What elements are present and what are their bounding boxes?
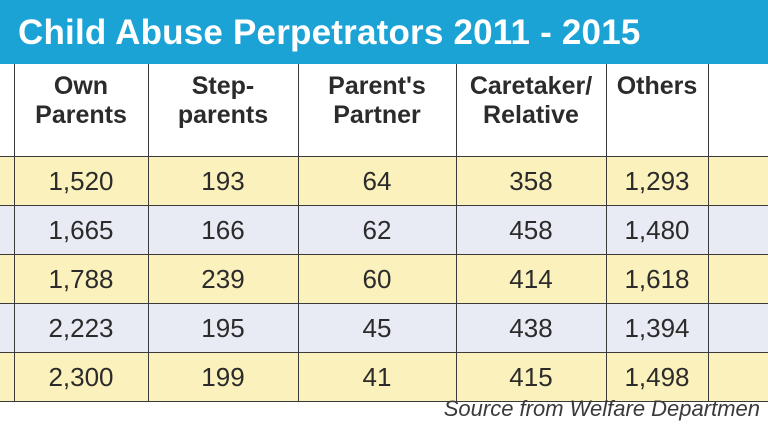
table-row: 2,223 195 45 438 1,394 <box>0 303 768 353</box>
header-line: Relative <box>483 101 579 129</box>
table-cell: 60 <box>298 254 457 304</box>
table-cell: 1,480 <box>606 205 709 255</box>
column-header-own-parents: Own Parents <box>14 64 149 157</box>
table-cell: 438 <box>456 303 607 353</box>
row-stub <box>0 303 15 353</box>
header-row: Own Parents Step- parents Parent's Partn… <box>0 64 768 157</box>
table-cell: 239 <box>148 254 299 304</box>
table-row: 1,788 239 60 414 1,618 <box>0 254 768 304</box>
column-header-step-parents: Step- parents <box>148 64 299 157</box>
title-bar: Child Abuse Perpetrators 2011 - 2015 <box>0 0 768 64</box>
column-header-parents-partner: Parent's Partner <box>298 64 457 157</box>
table-cell: 1,520 <box>14 156 149 206</box>
table-cell: 199 <box>148 352 299 402</box>
row-stub <box>0 254 15 304</box>
row-stub <box>0 205 15 255</box>
source-note: Source from Welfare Departmen <box>443 396 760 421</box>
header-line: Parents <box>35 101 127 129</box>
table-row: 1,665 166 62 458 1,480 <box>0 205 768 255</box>
table-cell: 166 <box>148 205 299 255</box>
table-cell: 45 <box>298 303 457 353</box>
table-cell: 1,618 <box>606 254 709 304</box>
header-line: parents <box>177 101 269 129</box>
table-cell: 1,788 <box>14 254 149 304</box>
clipped-cell <box>708 156 768 206</box>
chart-title: Child Abuse Perpetrators 2011 - 2015 <box>18 13 641 52</box>
header-line: Step- <box>191 72 255 100</box>
clipped-cell <box>708 205 768 255</box>
row-stub <box>0 352 15 402</box>
header-line: Own <box>53 72 109 100</box>
header-line: Partner <box>333 101 421 129</box>
row-stub <box>0 156 15 206</box>
table-row: 2,300 199 41 415 1,498 <box>0 352 768 402</box>
data-table: Own Parents Step- parents Parent's Partn… <box>0 64 768 402</box>
table-row: 1,520 193 64 358 1,293 <box>0 156 768 206</box>
table-cell: 358 <box>456 156 607 206</box>
table-cell: 193 <box>148 156 299 206</box>
clipped-header <box>708 64 768 157</box>
clipped-cell <box>708 352 768 402</box>
table-cell: 1,394 <box>606 303 709 353</box>
column-header-caretaker-relative: Caretaker/ Relative <box>456 64 607 157</box>
table-cell: 2,300 <box>14 352 149 402</box>
clipped-cell <box>708 254 768 304</box>
table-container: Own Parents Step- parents Parent's Partn… <box>0 64 768 402</box>
clipped-cell <box>708 303 768 353</box>
table-cell: 458 <box>456 205 607 255</box>
table-cell: 62 <box>298 205 457 255</box>
table-cell: 1,665 <box>14 205 149 255</box>
header-line: Caretaker/ <box>469 72 593 100</box>
stub-header <box>0 64 15 157</box>
header-line: Parent's <box>328 72 426 100</box>
column-header-others: Others <box>606 64 709 157</box>
table-cell: 2,223 <box>14 303 149 353</box>
table-cell: 195 <box>148 303 299 353</box>
table-cell: 1,293 <box>606 156 709 206</box>
table-cell: 1,498 <box>606 352 709 402</box>
table-cell: 41 <box>298 352 457 402</box>
header-line: Others <box>616 72 698 100</box>
table-cell: 64 <box>298 156 457 206</box>
table-cell: 414 <box>456 254 607 304</box>
table-cell: 415 <box>456 352 607 402</box>
